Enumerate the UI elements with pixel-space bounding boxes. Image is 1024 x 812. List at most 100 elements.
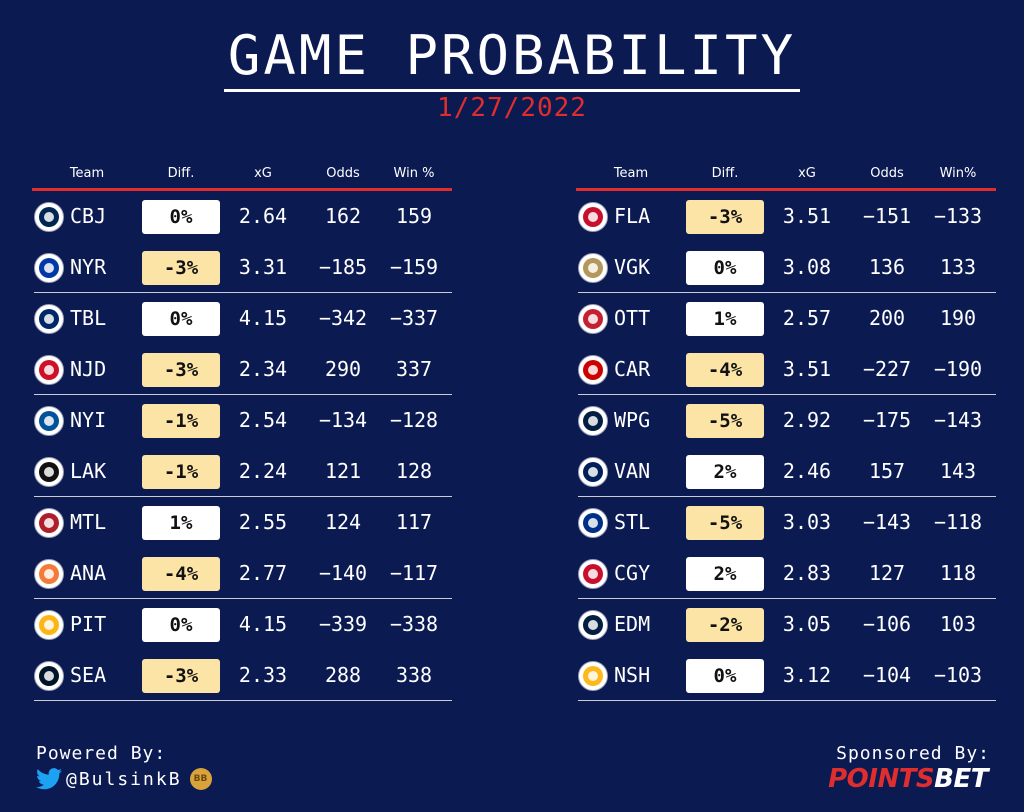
team-logo-shape [39, 258, 59, 278]
xg-value: 3.03 [782, 510, 832, 534]
odds-value: −342 [318, 306, 368, 330]
win-pct-value: 103 [939, 612, 977, 636]
diff-badge: -5% [686, 506, 764, 540]
twitter-handle[interactable]: @BulsinkB [66, 768, 182, 790]
team-logo-icon [578, 304, 608, 334]
odds-value: −143 [862, 510, 912, 534]
team-logo-icon [578, 457, 608, 487]
team-abbr: EDM [614, 612, 651, 636]
odds-value: 200 [868, 306, 906, 330]
win-pct-value: 190 [939, 306, 977, 330]
win-pct-value: 117 [395, 510, 433, 534]
table-row: NJD -3% 2.34 290 337 [32, 344, 452, 395]
team-logo-icon [578, 253, 608, 283]
xg-value: 2.34 [238, 357, 288, 381]
odds-value: 290 [324, 357, 362, 381]
table-header: Team Diff. xG Odds Win% [576, 162, 996, 191]
table-row: OTT 1% 2.57 200 190 [576, 293, 996, 344]
team-abbr: CAR [614, 357, 651, 381]
team-logo-icon [578, 559, 608, 589]
header-win: Win % [393, 166, 435, 181]
table-row: EDM -2% 3.05 −106 103 [576, 599, 996, 650]
diff-badge: -5% [686, 404, 764, 438]
team-logo-icon [34, 508, 64, 538]
team-logo-icon [578, 202, 608, 232]
table-body: FLA -3% 3.51 −151 −133 VGK 0% 3.08 136 133 OTT 1% 2.… [576, 191, 996, 701]
odds-value: 136 [868, 255, 906, 279]
team-abbr: SEA [70, 663, 107, 687]
team-logo-shape [583, 360, 603, 380]
win-pct-value: 337 [395, 357, 433, 381]
diff-badge: -3% [142, 659, 220, 693]
table-row: TBL 0% 4.15 −342 −337 [32, 293, 452, 344]
xg-value: 2.64 [238, 204, 288, 228]
xg-value: 2.46 [782, 459, 832, 483]
odds-value: −104 [862, 663, 912, 687]
team-abbr: OTT [614, 306, 651, 330]
team-abbr: NYI [70, 408, 107, 432]
team-logo-shape [583, 462, 603, 482]
page-title: GAME PROBABILITY [0, 24, 1024, 92]
header-team: Team [69, 166, 105, 181]
table-row: ANA -4% 2.77 −140 −117 [32, 548, 452, 599]
win-pct-value: 118 [939, 561, 977, 585]
team-abbr: LAK [70, 459, 107, 483]
team-logo-shape [583, 513, 603, 533]
win-pct-value: 133 [939, 255, 977, 279]
team-abbr: VAN [614, 459, 651, 483]
diff-badge: -4% [142, 557, 220, 591]
win-pct-value: −143 [933, 408, 983, 432]
header-odds: Odds [326, 166, 360, 181]
left-games-table: Team Diff. xG Odds Win % CBJ 0% 2.64 162 159… [32, 162, 452, 701]
table-row: VAN 2% 2.46 157 143 [576, 446, 996, 497]
diff-badge: -1% [142, 455, 220, 489]
table-header: Team Diff. xG Odds Win % [32, 162, 452, 191]
team-logo-icon [34, 610, 64, 640]
xg-value: 3.05 [782, 612, 832, 636]
team-logo-icon [578, 508, 608, 538]
team-logo-icon [34, 457, 64, 487]
xg-value: 2.57 [782, 306, 832, 330]
win-pct-value: −190 [933, 357, 983, 381]
xg-value: 2.33 [238, 663, 288, 687]
win-pct-value: −159 [389, 255, 439, 279]
header-xg: xG [798, 166, 816, 181]
xg-value: 3.51 [782, 357, 832, 381]
team-abbr: PIT [70, 612, 107, 636]
team-abbr: CBJ [70, 204, 107, 228]
diff-badge: 2% [686, 557, 764, 591]
win-pct-value: −338 [389, 612, 439, 636]
team-logo-shape [39, 513, 59, 533]
table-row: SEA -3% 2.33 288 338 [32, 650, 452, 701]
team-logo-icon [34, 406, 64, 436]
header-diff: Diff. [167, 166, 195, 181]
xg-value: 3.51 [782, 204, 832, 228]
xg-value: 2.92 [782, 408, 832, 432]
odds-value: 124 [324, 510, 362, 534]
odds-value: −227 [862, 357, 912, 381]
team-logo-icon [34, 253, 64, 283]
table-body: CBJ 0% 2.64 162 159 NYR -3% 3.31 −185 −159 TBL 0% 4.… [32, 191, 452, 701]
odds-value: −175 [862, 408, 912, 432]
sponsor-logo: POINTSBET [828, 764, 988, 794]
team-abbr: TBL [70, 306, 107, 330]
team-logo-icon [34, 559, 64, 589]
diff-badge: 0% [686, 659, 764, 693]
win-pct-value: 128 [395, 459, 433, 483]
diff-badge: -2% [686, 608, 764, 642]
team-abbr: STL [614, 510, 651, 534]
win-pct-value: 159 [395, 204, 433, 228]
team-abbr: FLA [614, 204, 651, 228]
xg-value: 4.15 [238, 306, 288, 330]
powered-by-label: Powered By: [36, 743, 167, 764]
team-logo-shape [39, 462, 59, 482]
sponsored-by-label: Sponsored By: [836, 743, 990, 764]
xg-value: 2.54 [238, 408, 288, 432]
team-abbr: MTL [70, 510, 107, 534]
win-pct-value: 338 [395, 663, 433, 687]
diff-badge: -3% [142, 353, 220, 387]
team-abbr: CGY [614, 561, 651, 585]
odds-value: 157 [868, 459, 906, 483]
table-row: CAR -4% 3.51 −227 −190 [576, 344, 996, 395]
sponsor-logo-part1: POINTS [828, 764, 935, 794]
